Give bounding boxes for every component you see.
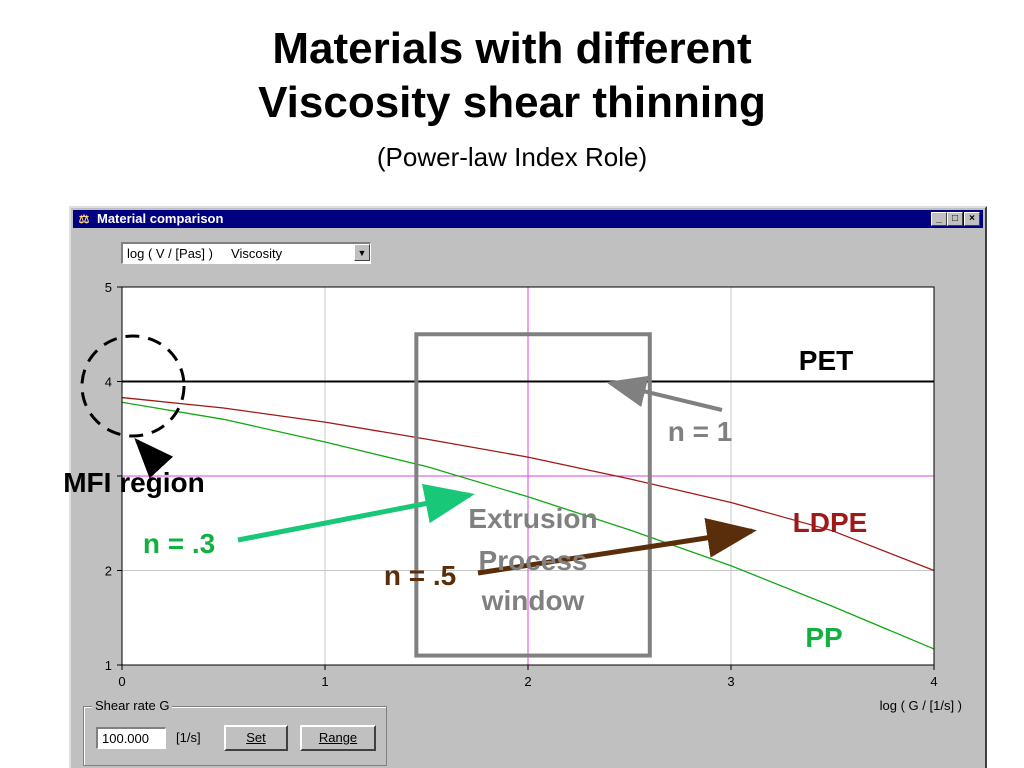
mfi-region-circle [80,334,186,438]
quantity-select-value: log ( V / [Pas] ) Viscosity [127,246,283,261]
close-button[interactable]: × [964,212,980,226]
x-tick-label: 2 [524,674,531,689]
n1-label: n = 1 [668,416,733,447]
extrusion-window-label-line3: window [481,585,585,616]
pet-label: PET [799,345,853,376]
x-axis-label: log ( G / [1/s] ) [880,698,962,713]
shear-rate-unit: [1/s] [176,730,201,745]
range-button-label: Range [318,730,358,745]
series-layer [121,287,935,665]
y-tick-label: 4 [105,375,112,390]
chevron-down-icon[interactable]: ▼ [354,244,370,261]
y-tick-label: 1 [105,658,112,673]
set-button-label: Set [246,730,266,745]
maximize-button[interactable]: □ [947,212,963,226]
mfi-region-label: MFI region [63,467,205,498]
shear-rate-input[interactable] [96,727,166,749]
extrusion-window-label-line2: Process [479,545,588,576]
n5-label: n = .5 [384,560,456,591]
extrusion-window-box [414,332,652,658]
annotation-layer [80,332,757,658]
x-tick-label: 3 [727,674,734,689]
ldpe-label: LDPE [793,507,868,538]
x-tick-label: 0 [118,674,125,689]
quantity-select[interactable]: log ( V / [Pas] ) Viscosity ▼ [121,242,371,264]
window-titlebar[interactable]: ⚖ Material comparison _ □ × [73,210,983,228]
shear-rate-group: Shear rate G [1/s] Set Range [83,698,387,766]
n3-arrow [237,483,475,543]
range-button[interactable]: Range [300,725,376,751]
shear-rate-group-label: Shear rate G [92,698,173,713]
minimize-button[interactable]: _ [931,212,947,226]
plot-frame [121,286,935,666]
pp-label: PP [805,622,842,653]
mfi-arrow [134,438,174,479]
y-tick-label: 5 [105,280,112,295]
n1-arrow [606,375,723,412]
x-tick-label: 4 [930,674,937,689]
slide-title-line1: Materials with different [272,24,752,73]
window-title: Material comparison [97,211,224,226]
pp-series-line [121,401,935,650]
n3-label: n = .3 [143,528,215,559]
y-tick-label: 2 [105,564,112,579]
slide-subtitle: (Power-law Index Role) [376,142,648,172]
ldpe-series-line [121,396,935,572]
x-tick-label: 1 [321,674,328,689]
material-comparison-icon: ⚖ [78,212,90,226]
extrusion-window-label-line1: Extrusion [468,503,597,534]
n5-arrow [477,518,757,576]
slide-title-line2: Viscosity shear thinning [258,78,766,127]
set-button[interactable]: Set [224,725,288,751]
